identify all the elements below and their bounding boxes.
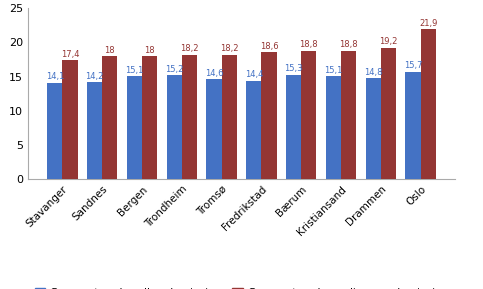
Bar bbox=[261, 52, 277, 179]
Text: 15,3: 15,3 bbox=[284, 64, 303, 73]
Text: 15,1: 15,1 bbox=[125, 66, 143, 75]
Bar bbox=[366, 78, 381, 179]
Bar bbox=[381, 48, 396, 179]
Bar bbox=[206, 79, 222, 179]
Text: 14,6: 14,6 bbox=[205, 69, 223, 78]
Text: 18: 18 bbox=[104, 46, 115, 55]
Bar bbox=[286, 75, 301, 179]
Text: 17,4: 17,4 bbox=[61, 50, 79, 59]
Bar bbox=[341, 51, 356, 179]
Text: 18,2: 18,2 bbox=[220, 44, 239, 53]
Text: 14,2: 14,2 bbox=[85, 72, 104, 81]
Bar bbox=[62, 60, 78, 179]
Bar bbox=[326, 76, 341, 179]
Bar bbox=[301, 51, 316, 179]
Bar bbox=[167, 75, 182, 179]
Text: 21,9: 21,9 bbox=[419, 19, 437, 28]
Text: 18,6: 18,6 bbox=[260, 42, 278, 51]
Text: 15,1: 15,1 bbox=[324, 66, 342, 75]
Bar bbox=[87, 82, 102, 179]
Bar bbox=[182, 55, 197, 179]
Bar bbox=[142, 56, 157, 179]
Text: 18: 18 bbox=[144, 46, 155, 55]
Bar bbox=[405, 72, 421, 179]
Bar bbox=[102, 56, 117, 179]
Legend: Gruppestørrelse all undervisning, Gruppestørrelse ordinær undervisning: Gruppestørrelse all undervisning, Gruppe… bbox=[30, 284, 453, 289]
Text: 14,1: 14,1 bbox=[46, 72, 64, 81]
Text: 14,4: 14,4 bbox=[245, 70, 263, 79]
Text: 14,8: 14,8 bbox=[364, 68, 383, 77]
Text: 18,8: 18,8 bbox=[299, 40, 318, 49]
Bar bbox=[47, 83, 62, 179]
Bar bbox=[222, 55, 237, 179]
Bar bbox=[246, 81, 261, 179]
Text: 15,7: 15,7 bbox=[404, 62, 422, 71]
Text: 18,8: 18,8 bbox=[339, 40, 358, 49]
Text: 19,2: 19,2 bbox=[379, 38, 398, 47]
Text: 15,2: 15,2 bbox=[165, 65, 184, 74]
Bar bbox=[421, 29, 436, 179]
Text: 18,2: 18,2 bbox=[180, 44, 199, 53]
Bar bbox=[127, 76, 142, 179]
